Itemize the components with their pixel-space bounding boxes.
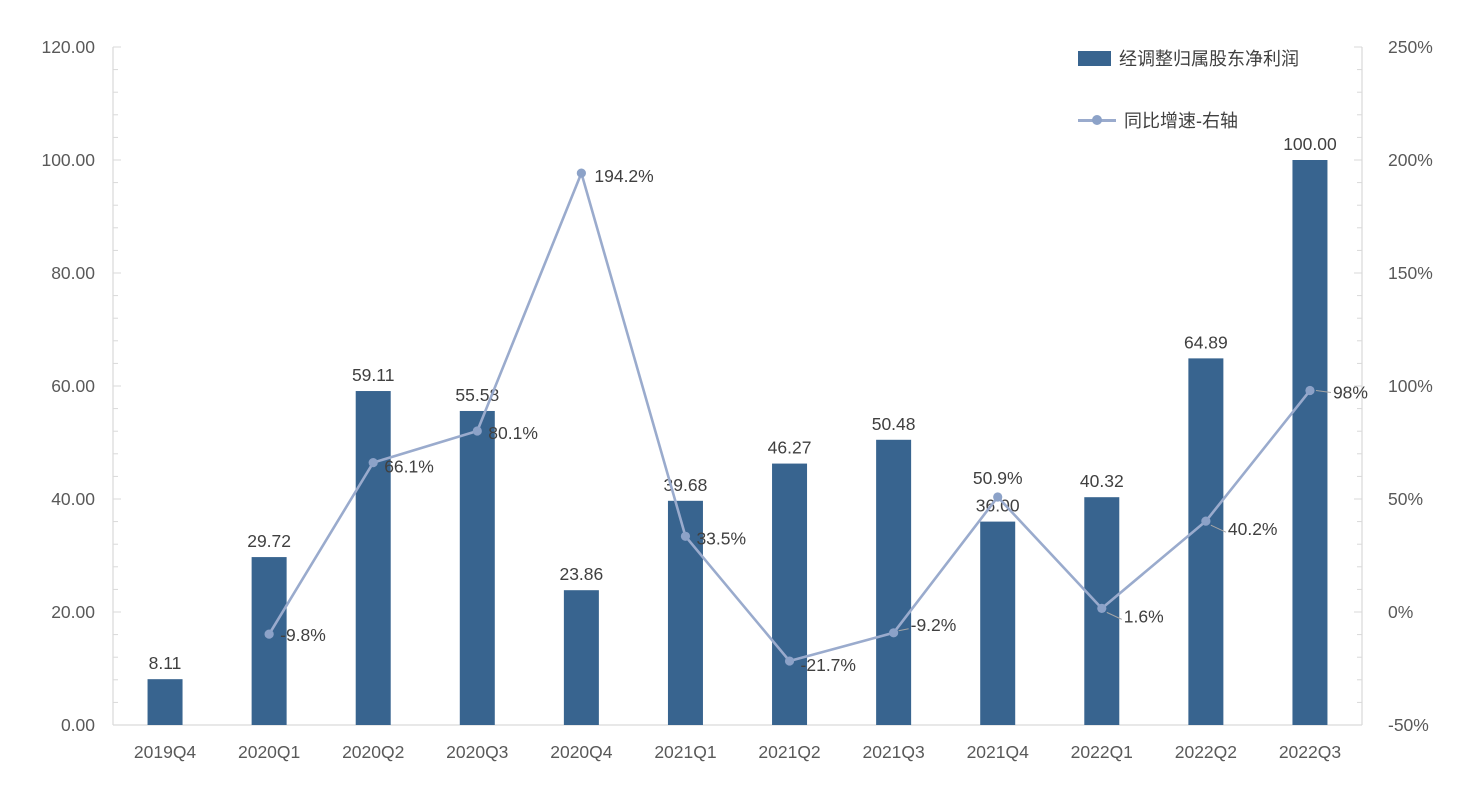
bar [355, 391, 391, 725]
line-marker [889, 628, 899, 638]
line-marker [1201, 516, 1211, 526]
bar [251, 557, 287, 725]
line-point-label: 33.5% [696, 528, 746, 548]
line-point-label: 80.1% [488, 423, 538, 443]
line-marker [368, 458, 378, 468]
line-point-label: 98% [1333, 383, 1368, 403]
line-marker [1097, 603, 1107, 613]
line-point-label: 194.2% [594, 166, 653, 186]
bar [1292, 160, 1328, 725]
label-leader-line [1210, 524, 1227, 533]
left-axis-tick-label: 120.00 [41, 37, 95, 57]
x-axis-label: 2020Q2 [342, 742, 404, 762]
bar [147, 679, 183, 725]
bar-value-label: 100.00 [1283, 134, 1337, 154]
x-axis-label: 2021Q2 [758, 742, 820, 762]
right-axis-tick-label: 0% [1388, 602, 1413, 622]
right-axis-tick-label: 100% [1388, 376, 1433, 396]
x-axis-label: 2019Q4 [134, 742, 197, 762]
line-marker [1305, 385, 1315, 396]
legend-label-yoy-growth: 同比增速-右轴 [1124, 111, 1238, 131]
line-point-label: 50.9% [973, 468, 1023, 488]
left-axis-tick-label: 60.00 [51, 376, 95, 396]
bar [772, 463, 808, 725]
legend-item-net-profit: 经调整归属股东净利润 [1078, 46, 1299, 70]
bar-value-label: 40.32 [1080, 471, 1124, 491]
line-point-label: 40.2% [1228, 519, 1278, 539]
bar [876, 439, 912, 725]
bar-value-label: 59.11 [352, 365, 395, 385]
line-point-label: -9.8% [280, 625, 326, 645]
left-axis-tick-label: 40.00 [51, 489, 95, 509]
x-axis-label: 2021Q1 [654, 742, 716, 762]
bar-value-label: 46.27 [768, 438, 812, 458]
bar [563, 590, 599, 725]
bar-value-label: 39.68 [664, 475, 708, 495]
legend-item-yoy-growth: 同比增速-右轴 [1078, 108, 1238, 132]
left-axis-tick-label: 0.00 [61, 715, 95, 735]
line-marker [680, 531, 691, 541]
label-leader-line [1106, 611, 1123, 620]
right-axis-tick-label: 150% [1388, 263, 1433, 283]
right-axis-tick-label: 250% [1388, 37, 1433, 57]
line-marker [993, 492, 1003, 502]
bar-value-label: 29.72 [247, 531, 291, 551]
x-axis-label: 2022Q3 [1279, 742, 1341, 762]
line-point-label: -9.2% [911, 615, 957, 635]
bar [459, 410, 495, 725]
line-point-label: -21.7% [801, 655, 856, 675]
right-axis-tick-label: 50% [1388, 489, 1423, 509]
label-leader-line [898, 628, 909, 632]
x-axis-label: 2020Q3 [446, 742, 508, 762]
right-axis-tick-label: 200% [1388, 150, 1433, 170]
left-axis-tick-label: 20.00 [51, 602, 95, 622]
left-axis-tick-label: 100.00 [41, 150, 95, 170]
x-axis-label: 2021Q4 [967, 742, 1030, 762]
bar-value-label: 64.89 [1184, 332, 1228, 352]
line-marker [264, 629, 274, 639]
x-axis-label: 2022Q2 [1175, 742, 1237, 762]
x-axis-label: 2020Q4 [550, 742, 613, 762]
x-axis-label: 2021Q3 [862, 742, 924, 762]
legend-label-net-profit: 经调整归属股东净利润 [1119, 49, 1299, 69]
bar-series-swatch-icon [1078, 50, 1111, 66]
line-marker [472, 426, 482, 436]
bar-value-label: 23.86 [559, 564, 603, 584]
right-axis-tick-label: -50% [1388, 715, 1429, 735]
bar [980, 521, 1016, 725]
line-marker [576, 168, 586, 178]
left-axis-tick-label: 80.00 [51, 263, 95, 283]
bar-value-label: 8.11 [149, 653, 182, 673]
label-leader-line [1315, 390, 1332, 394]
bar [1188, 358, 1224, 725]
line-point-label: 66.1% [384, 457, 434, 477]
line-marker [784, 656, 795, 666]
line-series-swatch-icon [1078, 115, 1116, 125]
line-point-label: 1.6% [1124, 606, 1164, 626]
bar-value-label: 55.58 [455, 385, 499, 405]
x-axis-label: 2020Q1 [238, 742, 300, 762]
bar-value-label: 50.48 [872, 414, 916, 434]
x-axis-label: 2022Q1 [1071, 742, 1133, 762]
